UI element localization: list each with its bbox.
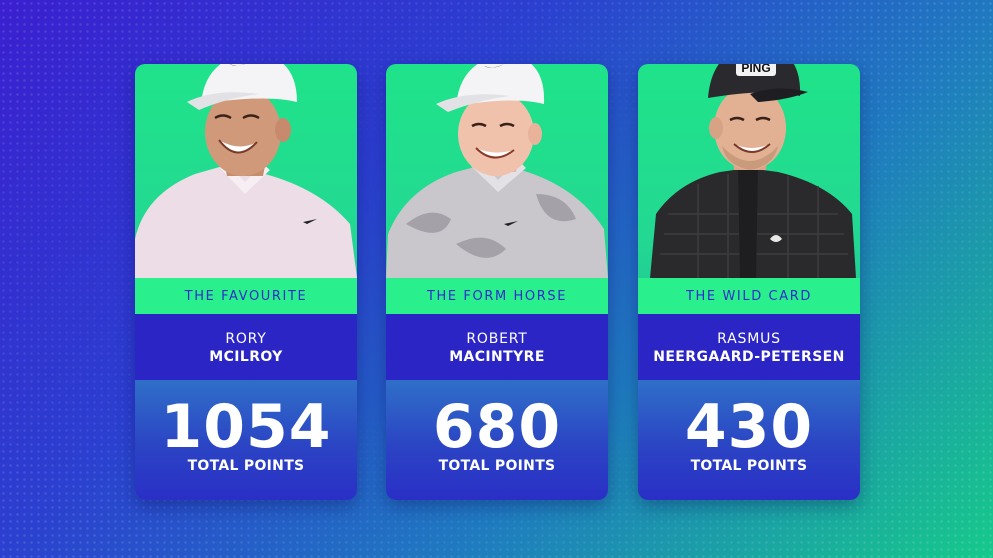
cap-logo-text: PING bbox=[741, 64, 770, 75]
total-points-value: 1054 bbox=[160, 392, 332, 462]
player-last-name: MCILROY bbox=[209, 349, 283, 365]
player-photo-mcilroy bbox=[135, 64, 357, 278]
points-block: 680 TOTAL POINTS bbox=[386, 380, 608, 500]
points-block: 1054 TOTAL POINTS bbox=[135, 380, 357, 500]
player-name-block: RASMUS NEERGAARD-PETERSEN bbox=[638, 314, 860, 380]
cap-logo: PING bbox=[736, 64, 776, 76]
player-card-neergaard-petersen: PING THE WILD CARD RASMUS NEERGAARD-PETE… bbox=[638, 64, 860, 500]
golfer-portrait-illustration: PING bbox=[650, 64, 856, 278]
player-first-name: RASMUS bbox=[717, 331, 781, 347]
player-last-name: MACINTYRE bbox=[449, 349, 545, 365]
player-tag: THE FORM HORSE bbox=[386, 278, 608, 314]
player-first-name: ROBERT bbox=[466, 331, 528, 347]
golfer-portrait-illustration bbox=[386, 64, 608, 278]
total-points-value: 430 bbox=[684, 392, 814, 462]
points-block: 430 TOTAL POINTS bbox=[638, 380, 860, 500]
total-points-value: 680 bbox=[432, 392, 562, 462]
player-last-name: NEERGAARD-PETERSEN bbox=[653, 349, 845, 365]
player-name-block: ROBERT MACINTYRE bbox=[386, 314, 608, 380]
total-points-label: TOTAL POINTS bbox=[187, 458, 305, 474]
player-card-mcilroy: THE FAVOURITE RORY MCILROY 1054 TOTAL PO… bbox=[135, 64, 357, 500]
player-photo-neergaard-petersen: PING bbox=[638, 64, 860, 278]
player-photo-macintyre bbox=[386, 64, 608, 278]
player-name-block: RORY MCILROY bbox=[135, 314, 357, 380]
total-points-label: TOTAL POINTS bbox=[690, 458, 808, 474]
player-tag: THE WILD CARD bbox=[638, 278, 860, 314]
player-first-name: RORY bbox=[225, 331, 267, 347]
golfer-portrait-illustration bbox=[135, 64, 357, 278]
total-points-label: TOTAL POINTS bbox=[438, 458, 556, 474]
player-tag: THE FAVOURITE bbox=[135, 278, 357, 314]
player-card-macintyre: THE FORM HORSE ROBERT MACINTYRE 680 TOTA… bbox=[386, 64, 608, 500]
